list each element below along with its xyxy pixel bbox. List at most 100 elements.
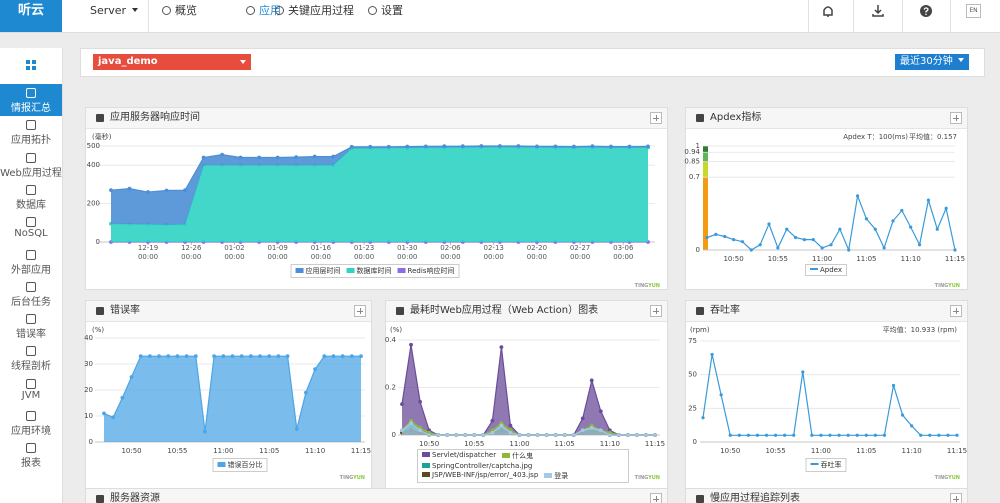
panel-title: Apdex指标: [710, 112, 762, 123]
download-icon[interactable]: [870, 3, 886, 19]
expand-button[interactable]: [950, 112, 962, 124]
data-point: [764, 433, 769, 437]
data-point: [589, 378, 594, 383]
panel-title: 最耗时Web应用过程（Web Action）图表: [410, 305, 599, 316]
data-point: [221, 354, 226, 359]
panel-header: 服务器资源: [86, 489, 667, 503]
sidebar-item[interactable]: 报表: [0, 439, 62, 471]
x-tick-label: 11:05: [856, 255, 876, 263]
data-point: [773, 433, 778, 437]
x-tick-label: 12-19 00:00: [137, 244, 159, 261]
legend-item[interactable]: 什么鬼: [502, 451, 533, 461]
panel-header: 应用服务器响应时间: [86, 108, 667, 129]
y-tick-label: 25: [688, 404, 697, 412]
legend-item[interactable]: Apdex: [809, 266, 842, 274]
sidebar-item[interactable]: 错误率: [0, 310, 62, 342]
logo[interactable]: 听云: [0, 0, 62, 32]
bell-icon[interactable]: [820, 3, 836, 19]
panel-icon: [696, 495, 704, 503]
x-tick-label: 10:55: [464, 440, 484, 448]
time-range-button[interactable]: 最近30分钟: [895, 54, 969, 70]
data-point: [935, 227, 939, 231]
legend-item[interactable]: JSP/WEB-INF/jsp/error/_403.jsp: [422, 471, 538, 481]
data-point: [120, 395, 125, 400]
separator: [148, 0, 149, 32]
server-select[interactable]: Server: [90, 0, 139, 32]
y-tick-label: 0.85: [684, 158, 700, 166]
nav-label: 设置: [381, 4, 403, 17]
data-point: [313, 367, 318, 372]
legend-item[interactable]: SpringController/captcha.jpg: [422, 462, 532, 470]
sidebar-item[interactable]: NoSQL: [0, 213, 62, 245]
data-point: [175, 354, 180, 359]
legend-item[interactable]: 吞吐率: [810, 460, 842, 470]
nav-item[interactable]: 设置: [368, 0, 403, 32]
sidebar-item[interactable]: 应用环境: [0, 407, 62, 439]
sidebar-item[interactable]: 数据库: [0, 181, 62, 213]
sidebar-item[interactable]: 外部应用: [0, 246, 62, 278]
legend-item[interactable]: 数据库时间: [346, 266, 392, 276]
sidebar-label: 错误率: [16, 329, 46, 341]
data-point: [499, 423, 504, 428]
data-point: [490, 430, 495, 435]
nav-item[interactable]: 关键应用过程: [275, 0, 354, 32]
data-point: [193, 354, 198, 359]
data-point: [418, 428, 422, 433]
x-tick-label: 10:55: [167, 447, 187, 455]
data-point: [203, 429, 207, 434]
expand-button[interactable]: [950, 305, 962, 317]
data-point: [731, 238, 736, 242]
nav-icon: [162, 6, 171, 15]
expand-button[interactable]: [354, 305, 366, 317]
chart-note: Apdex T：100(ms): [843, 133, 908, 141]
data-point: [157, 354, 161, 359]
language-button[interactable]: EN: [966, 4, 981, 18]
expand-button[interactable]: [650, 493, 662, 503]
brand-part: TING: [935, 475, 948, 481]
app-select[interactable]: java_demo: [93, 54, 251, 70]
nav-item[interactable]: 概览: [162, 0, 197, 32]
series-line: [702, 354, 957, 436]
nav-icon: [275, 6, 284, 15]
app-select-label: java_demo: [98, 56, 158, 67]
data-point: [740, 240, 745, 244]
sidebar-label: Web应用过程: [0, 167, 62, 179]
sidebar-item[interactable]: JVM: [0, 375, 62, 407]
legend-label: Servlet/dispatcher: [432, 451, 497, 459]
data-point: [349, 354, 354, 359]
legend-swatch: [810, 463, 819, 465]
sidebar-icon: [26, 249, 36, 260]
data-point: [490, 418, 495, 423]
legend-item[interactable]: Servlet/dispatcher: [422, 451, 496, 461]
sidebar-item[interactable]: 线程剖析: [0, 342, 62, 374]
data-point: [653, 433, 657, 437]
sidebar-item[interactable]: 应用拓扑: [0, 116, 62, 148]
expand-button[interactable]: [650, 305, 662, 317]
sidebar-item[interactable]: 情报汇总: [0, 84, 62, 116]
data-point: [138, 354, 143, 359]
menu-grid-icon[interactable]: [26, 60, 36, 70]
expand-button[interactable]: [950, 493, 962, 503]
panel-title: 吞吐率: [710, 305, 740, 316]
legend-item[interactable]: 登录: [544, 471, 568, 481]
expand-button[interactable]: [650, 112, 662, 124]
y-tick-label: 10: [84, 412, 93, 420]
data-point: [230, 354, 235, 359]
panel-icon: [696, 114, 704, 122]
y-tick-label: 200: [87, 200, 100, 208]
sidebar-icon: [26, 281, 36, 292]
series-line: [401, 419, 655, 436]
legend-item[interactable]: Redis响应时间: [397, 266, 454, 276]
legend-label: JSP/WEB-INF/jsp/error/_403.jsp: [432, 471, 539, 479]
legend-item[interactable]: 错误百分比: [217, 460, 263, 470]
help-icon[interactable]: [918, 3, 934, 19]
x-tick-label: 01-23 00:00: [353, 244, 375, 261]
data-point: [580, 428, 585, 433]
sidebar-item[interactable]: Web应用过程: [0, 149, 62, 181]
sidebar-item[interactable]: 后台任务: [0, 278, 62, 310]
data-point: [607, 433, 612, 437]
data-point: [776, 246, 780, 250]
legend-item[interactable]: 应用层时间: [295, 266, 341, 276]
data-point: [944, 206, 948, 210]
